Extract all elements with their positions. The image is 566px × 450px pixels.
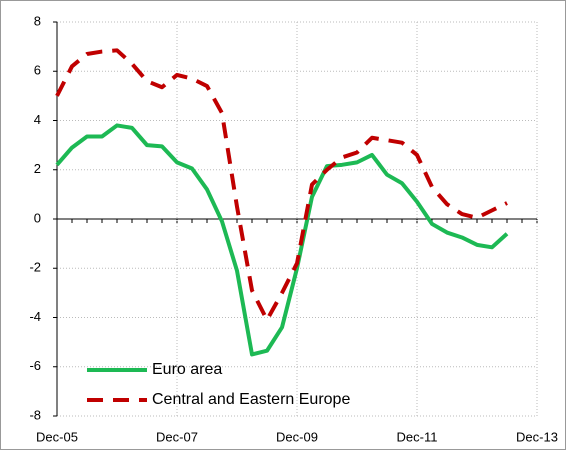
- y-tick-label: -6: [29, 358, 41, 373]
- legend-label: Euro area: [152, 361, 222, 378]
- x-tick-label: Dec-05: [36, 429, 78, 444]
- legend-label: Central and Eastern Europe: [152, 391, 350, 408]
- series-line: [55, 48, 508, 322]
- x-tick-label: Dec-13: [516, 429, 558, 444]
- y-tick-label: -8: [29, 407, 41, 422]
- y-tick-label: -4: [29, 309, 41, 324]
- y-tick-label: -2: [29, 260, 41, 275]
- x-tick-label: Dec-09: [276, 429, 318, 444]
- x-tick-label: Dec-11: [397, 429, 438, 444]
- y-tick-label: 2: [34, 161, 41, 176]
- y-tick-label: 6: [34, 63, 41, 78]
- series-line: [55, 123, 509, 357]
- y-tick-label: 0: [34, 210, 41, 225]
- y-tick-label: 4: [34, 112, 41, 127]
- x-tick-label: Dec-07: [156, 429, 198, 444]
- y-tick-label: 8: [34, 13, 41, 28]
